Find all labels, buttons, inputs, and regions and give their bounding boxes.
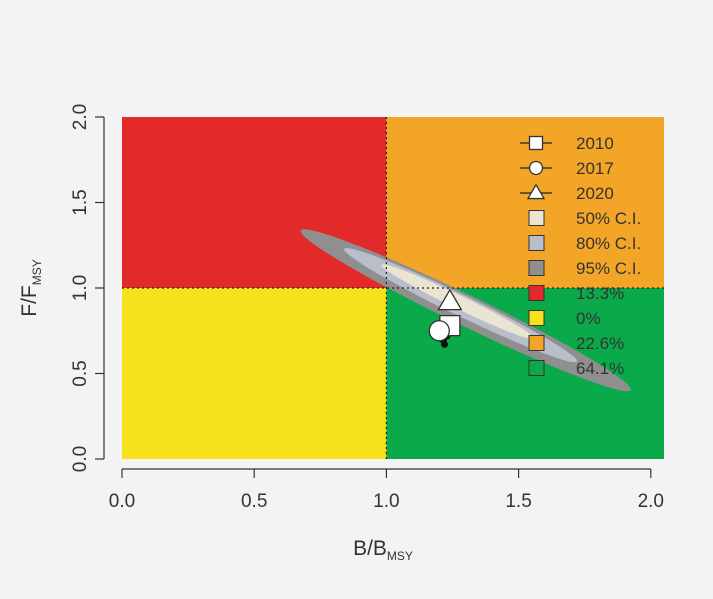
y-tick-label: 1.0 — [70, 275, 91, 301]
legend-swatch-226 — [528, 335, 545, 351]
x-axis-label-main: B/B — [353, 537, 387, 560]
legend-label: 2010 — [576, 134, 614, 153]
legend-label: 64.1% — [576, 359, 624, 378]
y-tick-label: 0.5 — [70, 360, 91, 386]
legend-swatch-641 — [528, 360, 545, 376]
x-tick-label: 1.5 — [505, 491, 531, 512]
legend-label: 2020 — [576, 184, 614, 203]
x-tick-label: 0.0 — [109, 491, 135, 512]
legend-swatch-50CI — [528, 210, 545, 226]
quadrant-yellow — [122, 288, 387, 459]
y-tick-label: 2.0 — [70, 104, 91, 130]
legend-swatch-80CI — [528, 235, 545, 251]
y-tick-label: 0.0 — [70, 446, 91, 472]
y-axis-label-sub: MSY — [30, 259, 44, 285]
ci-region-50 — [381, 264, 534, 339]
legend-label: 0% — [576, 309, 601, 328]
point-2017 — [428, 320, 450, 342]
x-axis-label: B/BMSY — [353, 537, 413, 563]
legend-swatch-0 — [528, 310, 545, 326]
legend-marker-2010 — [528, 135, 544, 151]
legend-label: 2017 — [576, 159, 614, 178]
quadrant-orange — [386, 117, 664, 288]
y-tick-label: 1.5 — [70, 189, 91, 215]
x-tick-label: 0.5 — [241, 491, 267, 512]
legend-label: 80% C.I. — [576, 234, 641, 253]
legend-marker-2017 — [528, 160, 544, 176]
legend-swatch-95CI — [528, 260, 545, 276]
legend-label: 13.3% — [576, 284, 624, 303]
point-2020 — [437, 288, 463, 311]
legend-swatch-133 — [528, 285, 545, 301]
legend-label: 95% C.I. — [576, 259, 641, 278]
x-tick-label: 2.0 — [638, 491, 664, 512]
x-tick-label: 1.0 — [373, 491, 399, 512]
quadrant-green — [386, 288, 664, 459]
trajectory-point — [441, 340, 449, 348]
y-axis-label-main: F/F — [18, 285, 41, 317]
legend-label: 22.6% — [576, 334, 624, 353]
x-axis-label-sub: MSY — [387, 549, 413, 563]
y-axis-label: F/FMSY — [18, 259, 44, 317]
legend-marker-2020 — [526, 183, 546, 200]
legend-label: 50% C.I. — [576, 209, 641, 228]
